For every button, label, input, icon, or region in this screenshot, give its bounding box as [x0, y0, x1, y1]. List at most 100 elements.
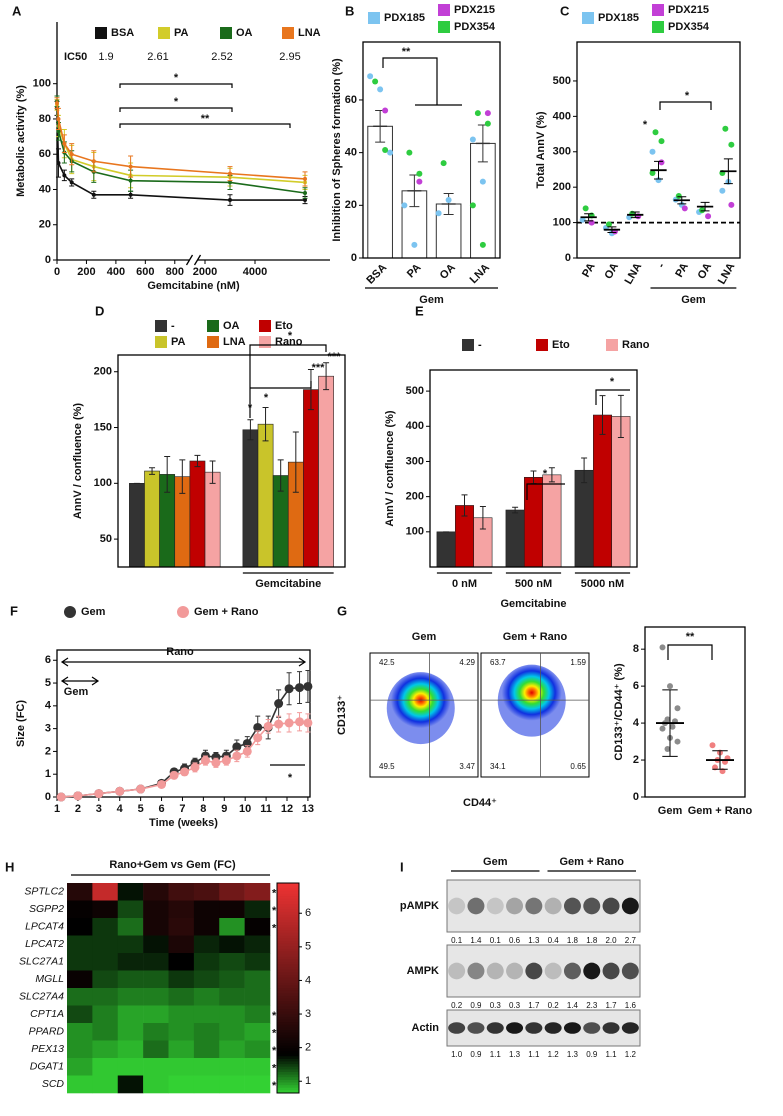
- heatmap-cell: [67, 953, 93, 971]
- heatmap-cell: [117, 953, 144, 971]
- heatmap-cell: [143, 900, 169, 919]
- colorbar-step: [277, 1027, 299, 1031]
- legend-label: LNA: [223, 336, 246, 348]
- heatmap-cell: [244, 970, 271, 989]
- heatmap-cell: [117, 883, 144, 901]
- data-point: [674, 705, 681, 712]
- legend-swatch: [438, 21, 450, 33]
- data-point: [128, 164, 133, 169]
- x-tick-label: Gem: [658, 805, 683, 817]
- colorbar-step: [277, 932, 299, 936]
- legend-label: OA: [236, 27, 253, 39]
- data-point: [469, 202, 476, 209]
- panel-letter: F: [10, 603, 18, 618]
- legend-swatch: [155, 336, 167, 348]
- significance-bracket: [60, 657, 307, 667]
- colorbar-step: [277, 980, 299, 984]
- band-quant: 1.7: [528, 1001, 540, 1010]
- data-point: [649, 148, 656, 155]
- colorbar-step: [277, 1030, 299, 1034]
- heatmap-cell: [92, 918, 119, 936]
- heatmap-cell: [193, 883, 220, 901]
- heatmap-cell: [67, 900, 93, 919]
- colorbar-step: [277, 917, 299, 921]
- heatmap-cell: [117, 1023, 144, 1041]
- data-point: [658, 159, 665, 166]
- error-bar: [277, 459, 284, 492]
- legend-swatch: [582, 12, 594, 24]
- annotation: *: [610, 376, 615, 388]
- data-point: [387, 149, 394, 156]
- legend-label: -: [478, 339, 482, 351]
- heatmap-cell: [193, 970, 220, 989]
- blot-band: [525, 1022, 543, 1034]
- significance: *: [272, 1010, 277, 1022]
- colorbar-step: [277, 956, 299, 960]
- data-point: [228, 198, 232, 203]
- legend-swatch: [64, 606, 76, 618]
- bar: [470, 142, 496, 259]
- colorbar-step: [277, 1074, 299, 1078]
- heatmap-cell: [219, 1005, 245, 1024]
- row-label: Actin: [412, 1022, 440, 1034]
- band-quant: 0.9: [470, 1050, 482, 1059]
- colorbar-step: [277, 1040, 299, 1044]
- error-bar: [179, 459, 186, 494]
- y-tick-label: 150: [94, 421, 112, 433]
- colorbar-step: [277, 888, 299, 892]
- x-tick-label: 500 nM: [515, 578, 552, 590]
- colorbar-step: [277, 1003, 299, 1007]
- colorbar-step: [277, 940, 299, 944]
- heatmap-cell: [219, 953, 245, 971]
- colorbar-step: [277, 961, 299, 965]
- data-point: [232, 751, 242, 761]
- band-quant: 1.2: [548, 1050, 560, 1059]
- colorbar-step: [277, 969, 299, 973]
- colorbar-step: [277, 1048, 299, 1052]
- x-tick-label: 5000 nM: [581, 578, 624, 590]
- data-point: [211, 758, 221, 768]
- colorbar-step: [277, 1064, 299, 1068]
- blot-band: [563, 897, 581, 915]
- legend-label: PDX354: [454, 21, 496, 33]
- data-point: [56, 116, 61, 121]
- row-label: pAMPK: [400, 900, 439, 912]
- significance-bracket: [382, 57, 462, 106]
- colorbar-step: [277, 898, 299, 902]
- colorbar-step: [277, 995, 299, 999]
- row-label: DGAT1: [30, 1061, 64, 1073]
- heatmap-cell: [143, 935, 169, 954]
- blot-band: [583, 962, 601, 980]
- legend-label: LNA: [298, 27, 321, 39]
- data-point: [681, 205, 688, 212]
- data-point: [91, 192, 96, 197]
- data-point: [274, 699, 284, 709]
- legend-label: Gem + Rano: [194, 606, 259, 618]
- axis-break-mark: [185, 254, 194, 266]
- significance-bracket: [526, 483, 565, 500]
- x-tick-label: OA: [602, 261, 621, 281]
- y-axis-label: AnnV / confluence (%): [72, 403, 84, 519]
- blot-band: [448, 962, 466, 980]
- legend-label: PDX185: [384, 12, 425, 24]
- heatmap-cell: [168, 935, 195, 954]
- blot-band: [583, 1022, 601, 1034]
- colorbar-label: 1: [305, 1075, 311, 1087]
- heatmap-cell: [193, 1058, 220, 1076]
- data-point: [242, 746, 252, 756]
- legend-swatch: [259, 320, 271, 332]
- heatmap-cell: [244, 1040, 271, 1059]
- blot-band: [525, 962, 543, 980]
- x-tick-label: 6: [158, 803, 164, 815]
- y-tick-label: 100: [94, 477, 112, 489]
- data-point: [728, 141, 735, 148]
- colorbar-step: [277, 967, 299, 971]
- colorbar-step: [277, 974, 299, 978]
- annotation: *: [288, 330, 293, 342]
- heatmap-cell: [244, 883, 271, 901]
- data-point: [406, 149, 413, 156]
- colorbar-step: [277, 1045, 299, 1049]
- y-tick-label: 0: [565, 252, 571, 264]
- heatmap-cell: [193, 935, 220, 954]
- colorbar-step: [277, 1024, 299, 1028]
